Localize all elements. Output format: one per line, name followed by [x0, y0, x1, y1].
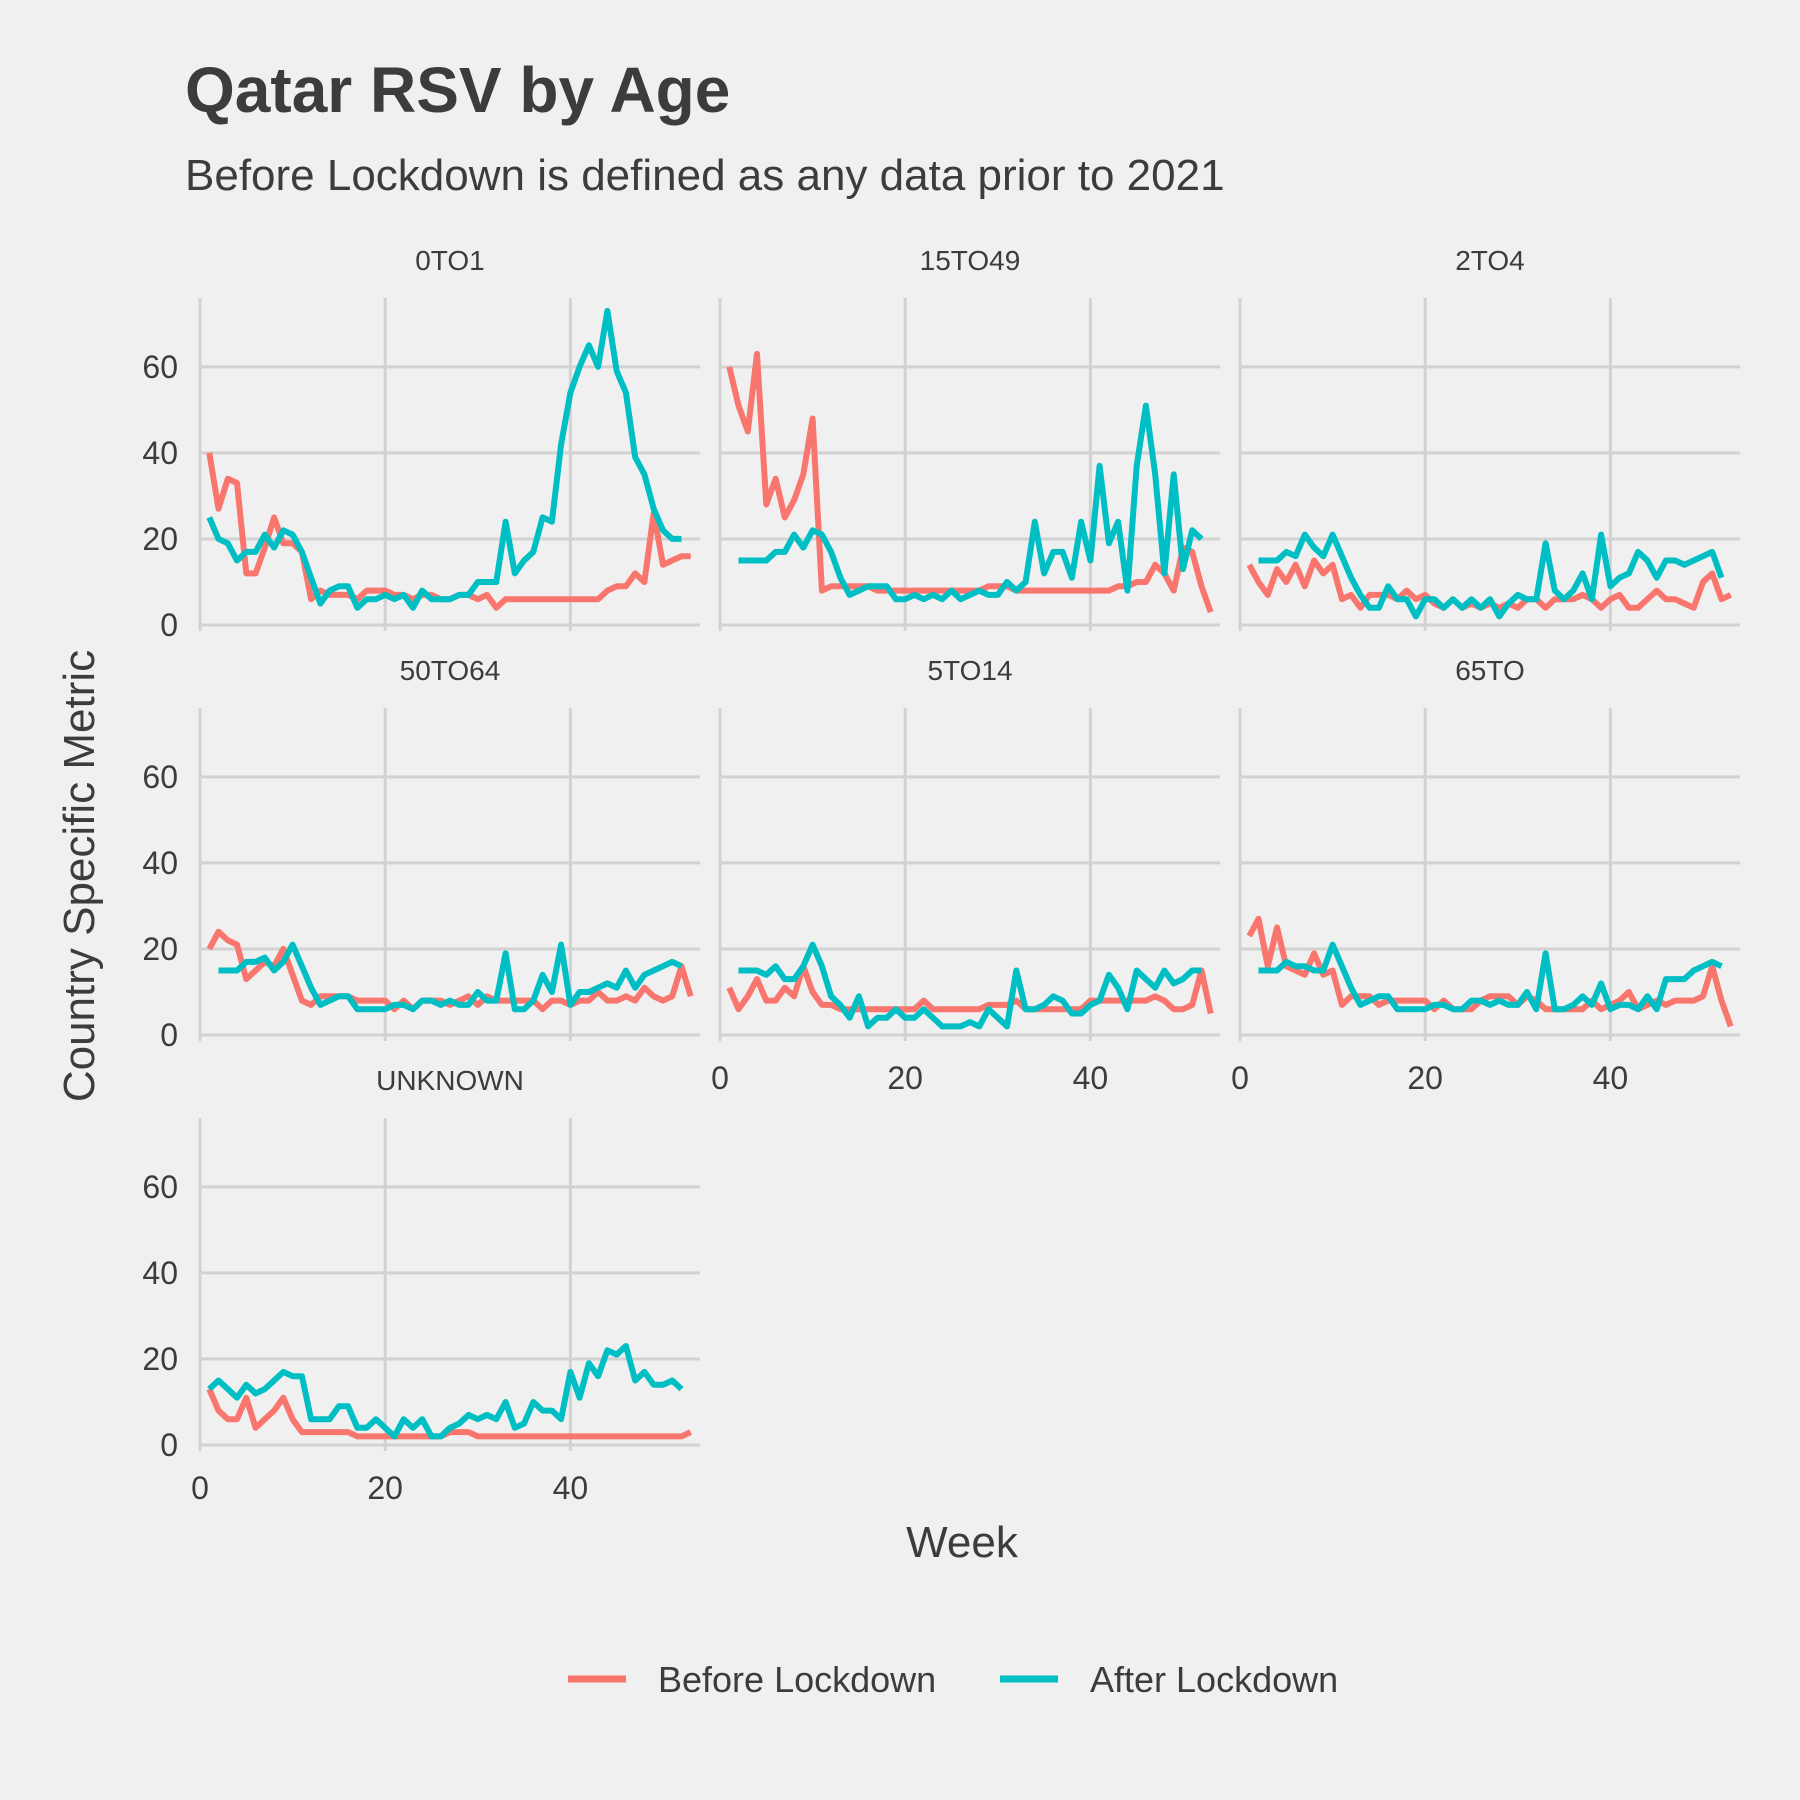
y-tick-label: 20 [142, 521, 178, 557]
y-tick-label: 40 [142, 435, 178, 471]
y-tick-label: 20 [142, 931, 178, 967]
facet-strip-label: UNKNOWN [376, 1065, 524, 1096]
y-tick-label: 40 [142, 845, 178, 881]
series-line-after-lockdown [1258, 531, 1725, 620]
y-tick-label: 60 [142, 1169, 178, 1205]
facet-strip-label: 5TO14 [927, 655, 1012, 686]
x-tick-label: 20 [887, 1060, 923, 1096]
x-tick-label: 40 [1593, 1060, 1629, 1096]
x-tick-label: 0 [1231, 1060, 1249, 1096]
facet-panel-0to1: 0TO1 0 20 40 60 [142, 245, 700, 643]
facet-panel-5to14: 5TO14 0 20 40 [711, 655, 1220, 1096]
series-line-after-lockdown [218, 941, 683, 1013]
series-line-after-lockdown [738, 941, 1202, 1030]
series-line-after-lockdown [738, 402, 1204, 603]
y-tick-label: 60 [142, 759, 178, 795]
y-tick-label: 0 [160, 1427, 178, 1463]
series-line-after-lockdown [206, 307, 682, 611]
chart-subtitle: Before Lockdown is defined as any data p… [185, 151, 1225, 200]
legend-label-after-lockdown: After Lockdown [1090, 1659, 1338, 1700]
x-tick-label: 20 [367, 1470, 403, 1506]
facet-panels: 0TO1 0 20 40 60 15TO49 2TO4 50TO64 0 20 40 60 5TO14 0… [142, 245, 1740, 1506]
x-tick-label: 0 [191, 1470, 209, 1506]
y-tick-label: 40 [142, 1255, 178, 1291]
series-line-after-lockdown [207, 1343, 684, 1440]
x-axis-title: Week [906, 1518, 1019, 1567]
facet-panel-65to: 65TO 0 20 40 [1231, 655, 1740, 1096]
legend: Before Lockdown After Lockdown [568, 1659, 1338, 1700]
x-tick-label: 40 [553, 1470, 589, 1506]
series-line-before-lockdown [206, 1387, 692, 1440]
series-line-before-lockdown [206, 928, 694, 1013]
x-tick-label: 20 [1407, 1060, 1443, 1096]
facet-strip-label: 65TO [1455, 655, 1525, 686]
facet-panel-unknown: UNKNOWN 0 20 40 60 0 20 40 [142, 1065, 700, 1506]
facet-strip-label: 0TO1 [415, 245, 485, 276]
legend-label-before-lockdown: Before Lockdown [658, 1659, 936, 1700]
y-axis-title: Country Specific Metric [55, 650, 104, 1102]
chart-title: Qatar RSV by Age [185, 54, 730, 126]
facet-panel-15to49: 15TO49 [718, 245, 1220, 631]
series-line-after-lockdown [1258, 941, 1723, 1013]
x-tick-label: 0 [711, 1060, 729, 1096]
y-tick-label: 60 [142, 349, 178, 385]
facet-strip-label: 15TO49 [920, 245, 1021, 276]
y-tick-label: 0 [160, 607, 178, 643]
y-tick-label: 0 [160, 1017, 178, 1053]
facet-panel-2to4: 2TO4 [1238, 245, 1740, 631]
facet-strip-label: 2TO4 [1455, 245, 1525, 276]
facet-strip-label: 50TO64 [400, 655, 501, 686]
facet-panel-50to64: 50TO64 0 20 40 60 [142, 655, 700, 1053]
y-tick-label: 20 [142, 1341, 178, 1377]
x-tick-label: 40 [1073, 1060, 1109, 1096]
